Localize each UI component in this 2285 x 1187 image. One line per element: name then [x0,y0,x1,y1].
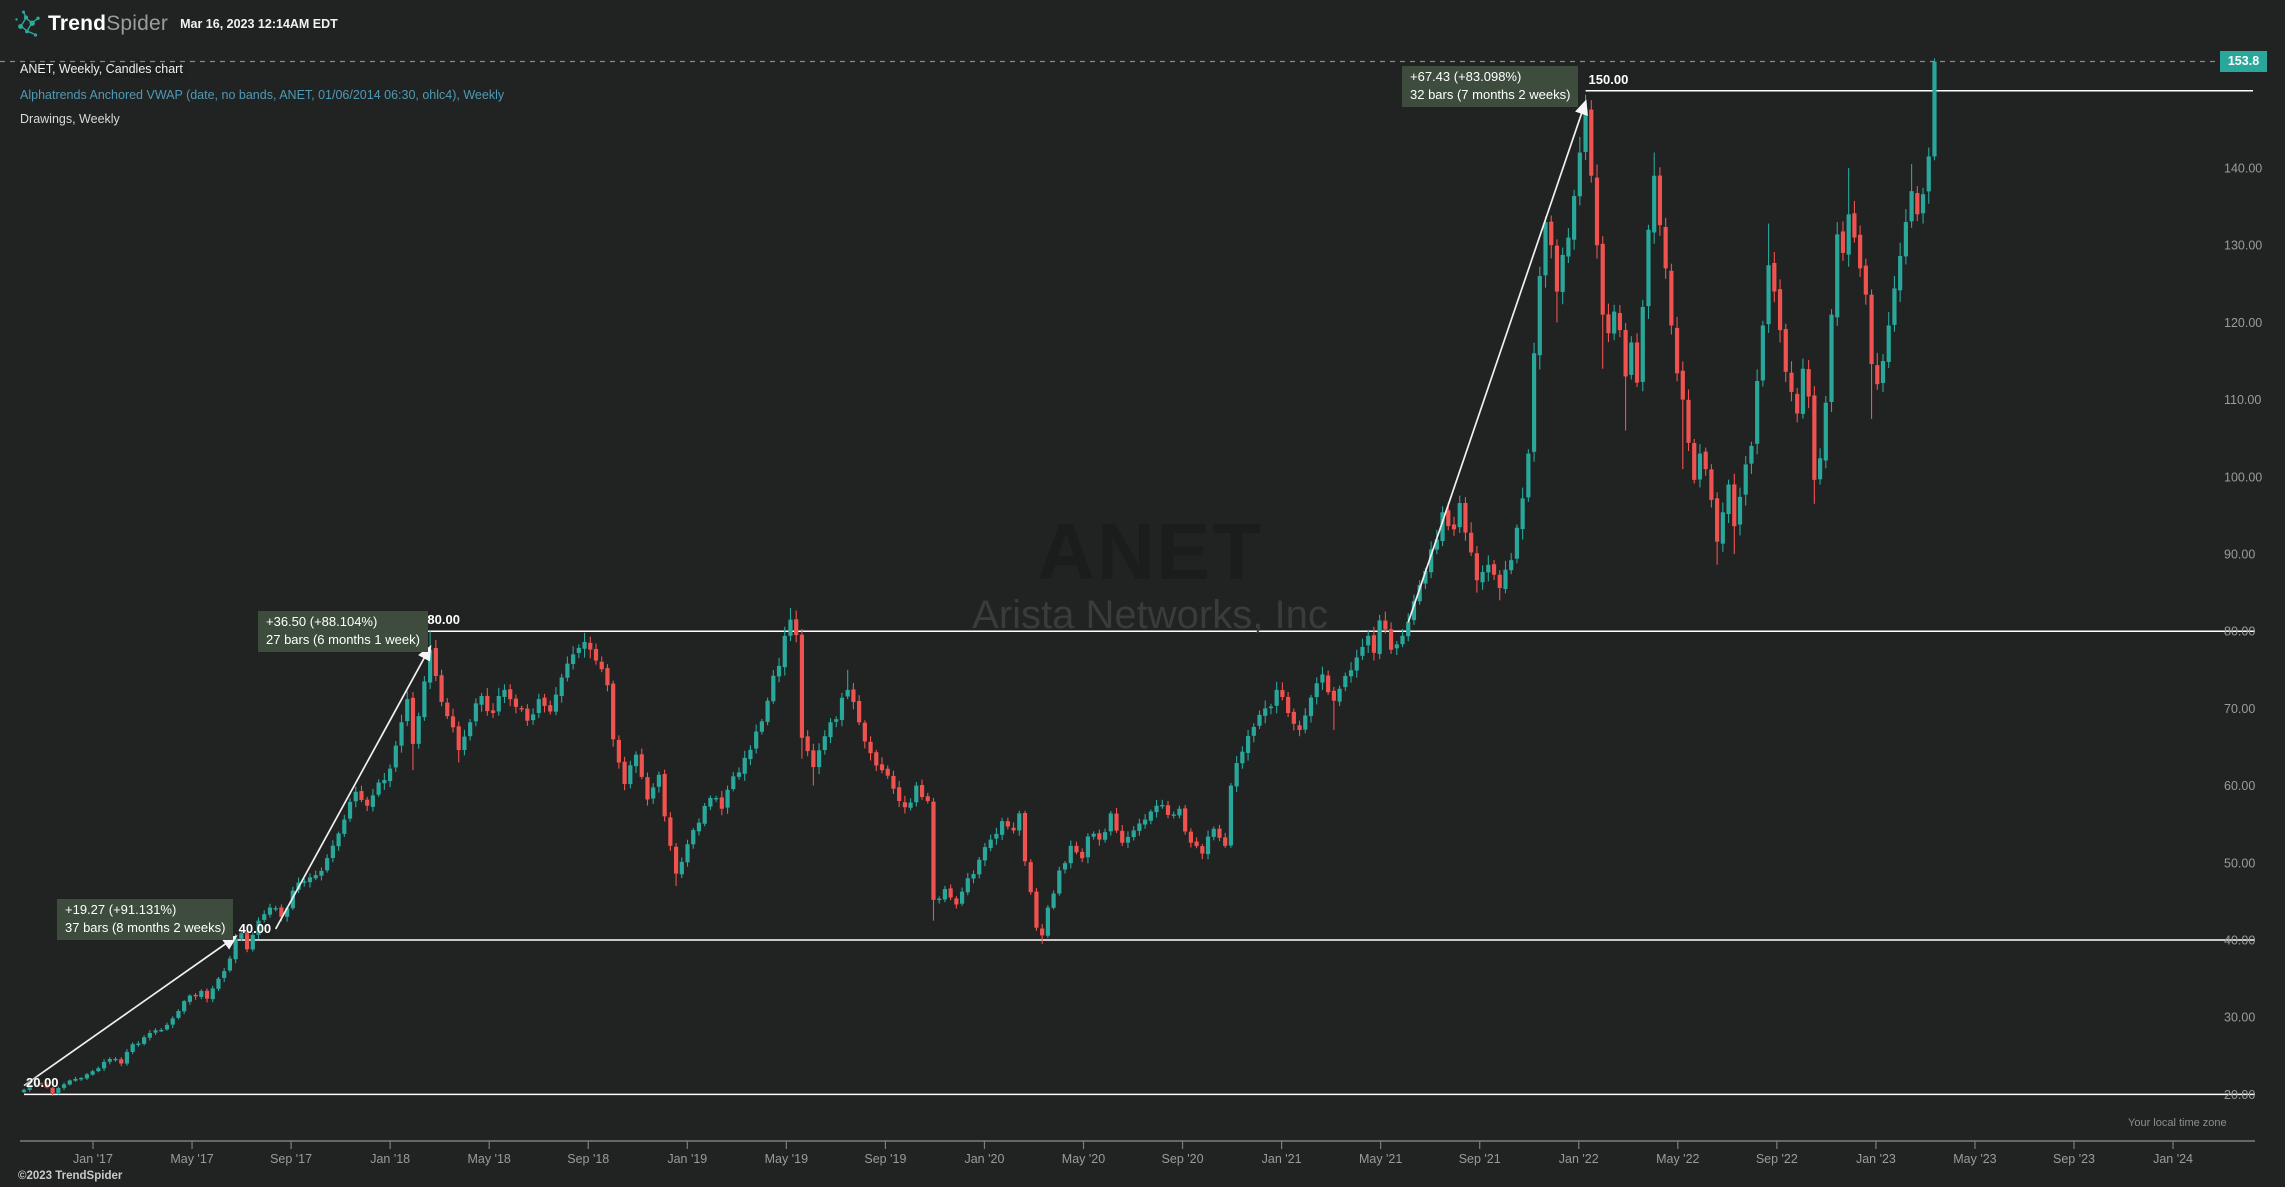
x-axis-label: May '23 [1953,1152,1996,1166]
y-axis-label: 50.00 [2224,856,2255,870]
x-axis-label: Sep '22 [1756,1152,1798,1166]
x-axis-label: Sep '18 [567,1152,609,1166]
x-axis-label: Jan '18 [370,1152,410,1166]
logo-spider: Spider [106,12,169,35]
x-axis-label: Jan '22 [1559,1152,1599,1166]
x-axis-label: Jan '24 [2153,1152,2193,1166]
x-axis-label: May '20 [1062,1152,1105,1166]
price-level-lines [24,90,2255,1096]
x-axis-label: Sep '23 [2053,1152,2095,1166]
y-axis-label: 140.00 [2224,162,2262,176]
x-axis-label: May '17 [170,1152,213,1166]
x-axis-label: May '18 [468,1152,511,1166]
price-level-label-40: 40.00 [238,921,272,936]
price-level-label-150: 150.00 [1588,71,1629,87]
y-axis-label: 80.00 [2224,625,2255,639]
y-axis-label: 130.00 [2224,239,2262,253]
price-level-label-20: 20.00 [26,1075,59,1091]
x-axis-label: Jan '21 [1262,1152,1302,1166]
trendline-arrows[interactable] [23,99,1588,1087]
x-axis-label: Sep '19 [864,1152,906,1166]
x-axis-label: May '19 [765,1152,808,1166]
candles-layer [21,58,1937,1096]
timezone-link[interactable]: Your local time zone [2128,1117,2227,1129]
drawings-row[interactable]: Drawings, Weekly [20,112,120,126]
annotation-gain: +36.50 (+88.104%) [266,614,378,629]
chart-datetime: Mar 16, 2023 12:14AM EDT [180,17,338,31]
annotation-gain: +67.43 (+83.098%) [1410,69,1522,84]
x-axis[interactable]: Jan '17 May '17 Sep '17 Jan '18 May '18 Sep '… [20,1140,2255,1166]
x-axis-label: Jan '23 [1856,1152,1896,1166]
chart-header: TrendSpider Mar 16, 2023 12:14AM EDT ANE… [14,8,504,126]
trendspider-logo-text: TrendSpider [48,12,168,36]
annotation-gain: +19.27 (+91.131%) [65,902,177,917]
x-axis-label: May '22 [1656,1152,1699,1166]
y-axis-label: 120.00 [2224,316,2262,330]
y-axis-label: 30.00 [2224,1011,2255,1025]
x-axis-label: Sep '17 [270,1152,312,1166]
y-axis-label: 70.00 [2224,702,2255,716]
y-axis[interactable]: 140.00 130.00 120.00 110.00 100.00 90.00 80.00… [2224,162,2262,1102]
y-axis-label: 90.00 [2224,548,2255,562]
annotation-box-2[interactable]: +36.50 (+88.104%) 27 bars (6 months 1 we… [258,611,428,652]
annotation-box-1[interactable]: +19.27 (+91.131%) 37 bars (8 months 2 we… [57,899,234,940]
annotation-duration: 32 bars (7 months 2 weeks) [1410,87,1571,102]
y-axis-label: 60.00 [2224,779,2255,793]
last-price-badge: 153.8 [2220,50,2267,72]
x-axis-label: Jan '17 [73,1152,113,1166]
y-axis-label: 40.00 [2224,934,2255,948]
y-axis-label: 20.00 [2224,1088,2255,1102]
x-axis-label: May '21 [1359,1152,1402,1166]
x-axis-label: Jan '20 [964,1152,1004,1166]
trendspider-logo-icon [14,9,41,39]
logo-trend: Trend [48,12,107,35]
y-axis-label: 110.00 [2224,393,2261,407]
price-level-label-80: 80.00 [427,612,460,628]
y-axis-label: 100.00 [2224,470,2262,484]
annotation-duration: 27 bars (6 months 1 week) [266,632,420,647]
copyright-note: ©2023 TrendSpider [18,1170,123,1182]
indicator-row[interactable]: Alphatrends Anchored VWAP (date, no band… [20,88,505,102]
trendline-arrow-2 [274,644,432,930]
annotation-box-3[interactable]: +67.43 (+83.098%) 32 bars (7 months 2 we… [1402,66,1579,107]
x-axis-label: Sep '21 [1459,1152,1501,1166]
annotation-duration: 37 bars (8 months 2 weeks) [65,920,226,935]
x-axis-label: Sep '20 [1162,1152,1204,1166]
x-axis-label: Jan '19 [667,1152,707,1166]
chart-title[interactable]: ANET, Weekly, Candles chart [20,62,183,76]
trendline-arrow-1 [23,935,238,1087]
trendline-arrow-3 [1407,99,1588,623]
